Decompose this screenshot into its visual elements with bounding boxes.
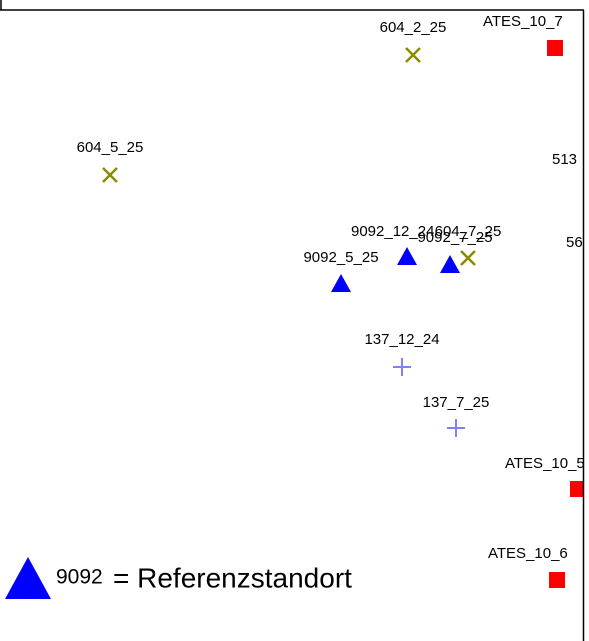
point-square	[549, 572, 565, 588]
point-triangle	[331, 274, 351, 292]
legend-code: 9092	[56, 566, 103, 589]
point-label: ATES_10_7	[483, 13, 563, 30]
point-label: 9092_7_25	[417, 229, 492, 246]
point-x	[405, 47, 421, 63]
point-label: 56	[566, 234, 583, 251]
point-label: ATES_10_6	[488, 545, 568, 562]
point-x	[102, 167, 118, 183]
point-square	[547, 40, 563, 56]
point-triangle	[440, 255, 460, 273]
point-plus	[447, 419, 465, 437]
point-square	[570, 481, 583, 497]
point-label: 604_5_25	[77, 139, 144, 156]
point-label: 513	[552, 151, 577, 168]
point-label: 9092_5_25	[303, 249, 378, 266]
point-label: ATES_10_5	[505, 455, 585, 472]
point-label: 137_12_24	[364, 331, 439, 348]
legend-symbol	[5, 557, 51, 599]
point-label: 9092_12_24	[351, 223, 434, 240]
point-label: 604_7_25	[435, 223, 502, 240]
point-triangle	[397, 247, 417, 265]
point-plus	[393, 358, 411, 376]
point-label: 604_2_25	[380, 19, 447, 36]
point-label: 137_7_25	[423, 394, 490, 411]
point-x	[460, 250, 476, 266]
legend-text: = Referenzstandort	[113, 562, 352, 593]
map-area: 604_2_25 ATES_10_7 604_5_25 513 9092_12_24 60…	[77, 13, 585, 588]
legend: 9092 = Referenzstandort	[5, 557, 352, 599]
